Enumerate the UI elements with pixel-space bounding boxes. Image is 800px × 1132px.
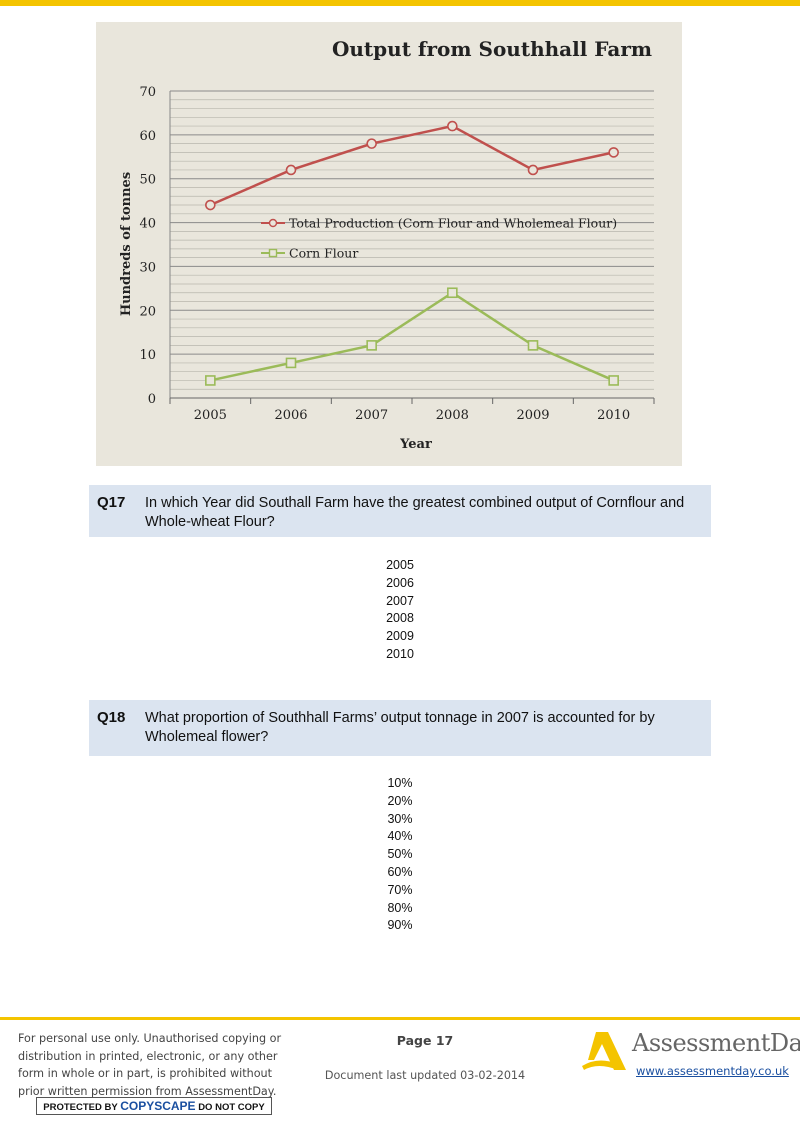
question-18: Q18 What proportion of Southhall Farms’ …	[89, 700, 711, 756]
y-tick-label: 10	[139, 348, 156, 363]
x-tick-label: 2005	[194, 408, 227, 423]
chart-title: Output from Southhall Farm	[332, 37, 652, 61]
series-line	[210, 291, 615, 382]
question-number: Q18	[97, 709, 126, 726]
data-point-circle	[366, 138, 377, 149]
chart-canvas: Output from Southhall Farm Hundreds of t…	[119, 37, 655, 452]
answer-option[interactable]: 60%	[387, 864, 413, 879]
answer-option[interactable]: 20%	[387, 793, 413, 808]
data-point-circle	[608, 147, 619, 158]
y-tick-label: 0	[148, 392, 156, 407]
copyscape-post: DO NOT COPY	[198, 1102, 265, 1113]
data-point-circle	[447, 120, 458, 132]
assessmentday-logo-icon	[582, 1032, 626, 1070]
answer-option[interactable]: 2010	[386, 646, 414, 661]
data-point-square	[285, 357, 297, 369]
footer-divider	[0, 1017, 800, 1020]
data-point-circle	[527, 164, 539, 176]
y-tick-label: 30	[139, 260, 156, 275]
answer-option[interactable]: 70%	[387, 882, 413, 897]
y-tick-label: 50	[139, 173, 156, 188]
answer-option[interactable]: 2007	[386, 593, 414, 608]
question-number: Q17	[97, 494, 126, 511]
answer-option[interactable]: 2005	[386, 558, 414, 572]
top-accent-bar	[0, 0, 800, 6]
data-point-circle	[285, 164, 297, 176]
answer-option[interactable]: 40%	[387, 829, 413, 844]
copyscape-brand: COPYSCAPE	[120, 1099, 196, 1113]
x-tick-label: 2008	[436, 408, 469, 423]
answer-option[interactable]: 90%	[387, 918, 413, 933]
y-tick-label: 20	[139, 304, 156, 319]
y-tick-label: 60	[139, 129, 156, 144]
copyscape-badge: PROTECTED BY COPYSCAPE DO NOT COPY	[36, 1097, 272, 1115]
answer-option[interactable]: 50%	[387, 847, 413, 862]
series-line	[209, 124, 614, 207]
answer-option[interactable]: 80%	[387, 900, 413, 915]
page-number: Page 17	[396, 1033, 454, 1048]
last-updated: Document last updated 03-02-2014	[324, 1069, 526, 1082]
data-point-square	[608, 375, 619, 386]
legend-swatch-marker	[268, 248, 278, 258]
chart-y-axis-label: Hundreds of tonnes	[119, 172, 134, 316]
data-point-square	[447, 287, 458, 299]
legend-swatch-marker	[268, 218, 278, 228]
x-tick-label: 2010	[597, 408, 630, 423]
legend-label: Corn Flour	[289, 246, 358, 261]
x-tick-label: 2007	[355, 408, 388, 423]
data-point-square	[366, 340, 377, 351]
question-text: What proportion of Southhall Farms’ outp…	[145, 710, 655, 745]
y-tick-label: 70	[139, 85, 156, 100]
x-tick-label: 2006	[274, 408, 307, 423]
copyright-disclaimer: For personal use only. Unauthorised copy…	[18, 1032, 282, 1098]
question-17: Q17 In which Year did Southall Farm have…	[89, 485, 711, 537]
answer-option[interactable]: 30%	[387, 811, 413, 826]
logo-wordmark: AssessmentDay	[632, 1029, 800, 1057]
data-point-square	[205, 375, 216, 386]
data-point-square	[527, 340, 539, 351]
website-link[interactable]: www.assessmentday.co.uk	[636, 1064, 789, 1078]
answer-option[interactable]: 2006	[386, 575, 414, 590]
line-chart: Output from Southhall Farm Hundreds of t…	[96, 22, 682, 466]
question-text: In which Year did Southall Farm have the…	[145, 495, 685, 530]
answer-options-q18: 10% 20% 30% 40% 50% 60% 70% 80% 90%	[300, 775, 500, 935]
answer-option[interactable]: 2008	[386, 611, 414, 626]
answer-option[interactable]: 2009	[386, 629, 414, 644]
answer-options-q17: 2005 2006 2007 2008 2009 2010	[300, 557, 500, 664]
legend-label: Total Production (Corn Flour and Wholeme…	[289, 216, 617, 231]
data-point-circle	[205, 199, 216, 211]
y-tick-label: 40	[139, 217, 156, 232]
copyscape-pre: PROTECTED BY	[43, 1102, 118, 1113]
answer-option[interactable]: 10%	[387, 776, 413, 790]
chart-x-axis-label: Year	[399, 437, 432, 452]
x-tick-label: 2009	[516, 408, 549, 423]
